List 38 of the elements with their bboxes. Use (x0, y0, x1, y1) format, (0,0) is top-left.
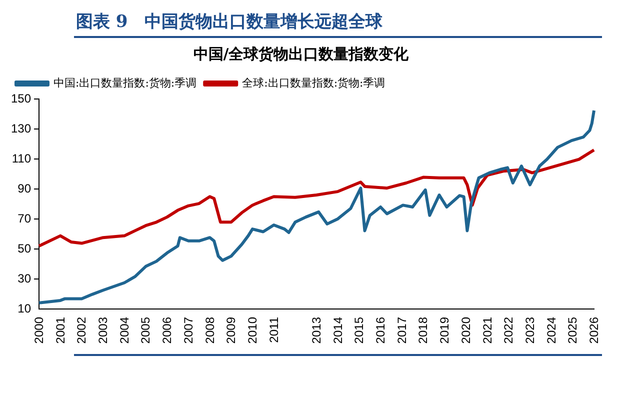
y-tick-label: 90 (18, 181, 32, 196)
y-tick-label: 30 (18, 271, 32, 286)
x-tick-label: 2002 (74, 316, 89, 344)
x-tick-label: 2020 (458, 316, 473, 344)
x-tick-label: 2026 (587, 316, 601, 344)
x-tick-label: 2015 (352, 316, 366, 344)
x-tick-label: 2023 (522, 316, 537, 344)
y-tick-label: 110 (12, 151, 32, 166)
y-tick-label: 150 (10, 91, 32, 106)
x-tick-label: 2006 (160, 316, 174, 344)
x-tick-label: 2014 (330, 316, 345, 344)
x-tick-label: 2016 (374, 316, 388, 344)
x-tick-label: 2009 (224, 316, 238, 344)
x-tick-label: 2022 (502, 316, 516, 344)
x-tick-label: 2025 (566, 316, 580, 344)
x-tick-label: 2024 (544, 316, 558, 344)
y-tick-label: 10 (18, 301, 32, 316)
chart-subtitle: 中国/全球货物出口数量指数变化 (193, 44, 410, 63)
legend-label: 全球:出口数量指数:货物:季调 (242, 76, 386, 90)
y-tick-label: 130 (10, 121, 32, 136)
x-tick-label: 2008 (202, 316, 217, 344)
y-tick-label: 70 (18, 211, 32, 226)
x-tick-label: 2003 (96, 316, 110, 344)
x-tick-label: 2001 (53, 316, 68, 344)
x-tick-label: 2004 (117, 316, 132, 344)
legend-label: 中国:出口数量指数:货物:季调 (54, 76, 197, 90)
x-tick-label: 2018 (416, 316, 430, 344)
x-tick-label: 2013 (310, 316, 324, 344)
chart-title: 图表 9 中国货物出口数量增长远超全球 (75, 11, 384, 34)
x-tick-label: 2019 (438, 316, 452, 344)
x-tick-label: 2011 (266, 316, 281, 343)
x-tick-label: 2007 (181, 316, 196, 344)
x-tick-label: 2005 (138, 316, 153, 344)
y-tick-label: 50 (18, 241, 32, 256)
x-tick-label: 2000 (32, 316, 46, 344)
x-tick-label: 2017 (394, 316, 409, 344)
x-tick-label: 2010 (245, 316, 260, 344)
x-tick-label: 2021 (480, 316, 494, 344)
